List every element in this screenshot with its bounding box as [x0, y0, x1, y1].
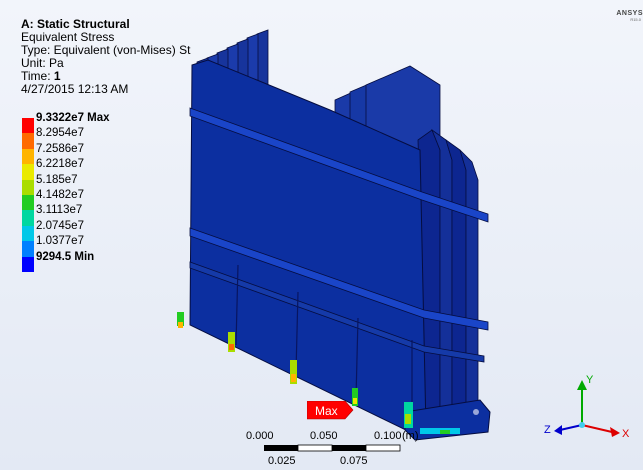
vertical-ribs [235, 264, 413, 425]
ansys-version: R15.0 [630, 17, 641, 22]
scale-bar-graphic [264, 444, 401, 452]
result-time: Time: 1 [21, 70, 190, 83]
triad-y-label: Y [586, 374, 594, 386]
scale-tick-100: 0.100 [374, 430, 402, 442]
legend-swatch [22, 241, 34, 257]
scale-tick-050: 0.050 [310, 430, 338, 442]
result-header: A: Static Structural Equivalent Stress T… [21, 18, 190, 96]
legend-swatch [22, 225, 34, 242]
side-fins [417, 128, 479, 431]
stress-hotspots [177, 312, 460, 434]
legend-label: 7.2586e7 [36, 142, 84, 155]
legend-swatch [22, 194, 34, 211]
scale-tick-025: 0.025 [268, 455, 296, 467]
legend-label: 9.3322e7 Max [36, 112, 110, 124]
scale-bar: 0.000 0.050 0.100 (m) 0.025 0.075 [240, 428, 440, 470]
stiffener-bands [189, 107, 489, 363]
max-marker[interactable]: Max [307, 401, 354, 420]
result-type: Type: Equivalent (von-Mises) St [21, 43, 191, 57]
legend-label: 2.0745e7 [36, 219, 84, 232]
time-value: 1 [53, 69, 61, 83]
legend-label: 4.1482e7 [36, 188, 84, 201]
front-face [189, 59, 427, 433]
legend-label: 6.2218e7 [36, 158, 84, 171]
result-unit: Unit: Pa [21, 56, 64, 70]
legend-swatch [22, 210, 34, 226]
scale-unit: (m) [402, 430, 419, 442]
legend-swatch [22, 118, 34, 134]
triad-z-label: Z [544, 424, 551, 436]
max-marker-label: Max [315, 404, 338, 418]
scale-tick-0: 0.000 [246, 430, 274, 442]
legend-swatch [22, 133, 34, 149]
analysis-title: A: Static Structural [21, 17, 130, 31]
result-timestamp: 4/27/2015 12:13 AM [21, 82, 129, 96]
ansys-logo: ANSYS [616, 10, 643, 17]
legend-label: 8.2954e7 [36, 127, 84, 140]
axis-triad[interactable]: Y X Z [540, 370, 640, 450]
legend-swatch [22, 164, 34, 180]
legend-swatch [22, 256, 34, 272]
legend-swatch [22, 148, 34, 165]
legend-swatch [22, 179, 34, 195]
legend-label: 5.185e7 [36, 173, 78, 186]
scale-tick-075: 0.075 [340, 455, 368, 467]
legend-label: 1.0377e7 [36, 235, 84, 248]
time-label: Time: [21, 69, 51, 83]
legend-label: 9294.5 Min [36, 250, 95, 263]
bolt-hole [473, 409, 479, 415]
result-name: Equivalent Stress [21, 30, 115, 44]
max-marker-shape [307, 401, 354, 420]
triad-x-label: X [622, 428, 630, 440]
legend-label: 3.1113e7 [36, 204, 83, 217]
triad-arrows [554, 380, 620, 437]
